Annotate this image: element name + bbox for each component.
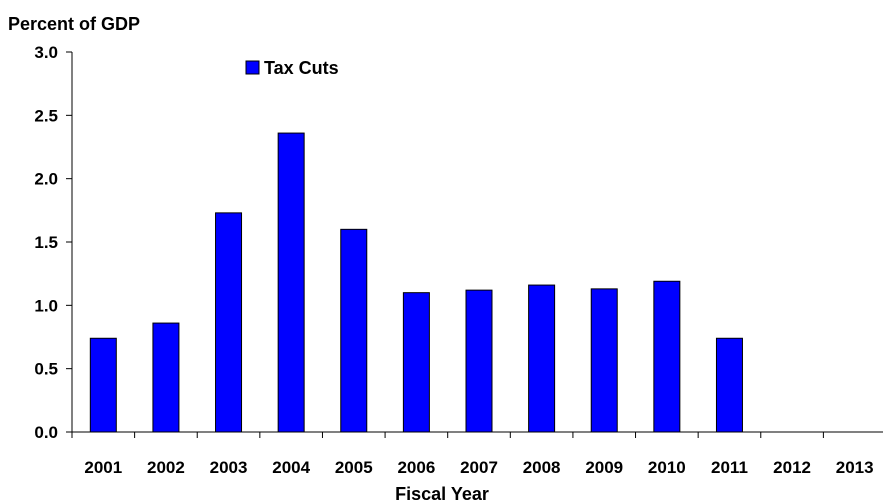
x-tick-label: 2010	[648, 458, 686, 477]
y-tick-label: 3.0	[34, 43, 58, 62]
x-tick-label: 2008	[523, 458, 561, 477]
legend-label: Tax Cuts	[264, 58, 339, 78]
bar-2005	[340, 228, 368, 433]
y-tick-label: 2.5	[34, 106, 58, 125]
x-tick-label: 2003	[210, 458, 248, 477]
y-tick-label: 1.5	[34, 233, 58, 252]
y-tick-label: 0.0	[34, 423, 58, 442]
bar-2001	[89, 337, 117, 433]
x-tick-label: 2004	[272, 458, 310, 477]
bar-2011	[715, 337, 743, 433]
bar-2006	[402, 292, 430, 433]
legend-swatch	[245, 60, 260, 75]
x-tick-label: 2011	[711, 458, 748, 477]
y-tick-label: 0.5	[34, 360, 58, 379]
x-axis-title: Fiscal Year	[395, 484, 489, 504]
legend: Tax Cuts	[245, 58, 339, 78]
bar-2007	[465, 289, 493, 433]
bar-2010	[653, 280, 681, 433]
plot-area: 0.0 0.5 1.0 1.5 2.0 2.5 3.0 2001 2002 2003 2004 200…	[34, 43, 883, 477]
x-tick-label: 2007	[460, 458, 498, 477]
y-tick-label: 2.0	[34, 170, 58, 189]
bar-2009	[590, 288, 618, 433]
x-tick-label: 2001	[84, 458, 122, 477]
bar-2004	[277, 132, 305, 433]
x-tick-label: 2002	[147, 458, 185, 477]
y-tick-label: 1.0	[34, 296, 58, 315]
bar-2002	[152, 322, 180, 433]
x-tick-label: 2012	[773, 458, 811, 477]
bar-2003	[215, 212, 243, 433]
x-tick-label: 2005	[335, 458, 373, 477]
x-tick-label: 2009	[585, 458, 623, 477]
x-tick-label: 2013	[836, 458, 874, 477]
x-tick-label: 2006	[397, 458, 435, 477]
bar-2008	[528, 284, 556, 433]
y-axis-title: Percent of GDP	[8, 14, 140, 34]
